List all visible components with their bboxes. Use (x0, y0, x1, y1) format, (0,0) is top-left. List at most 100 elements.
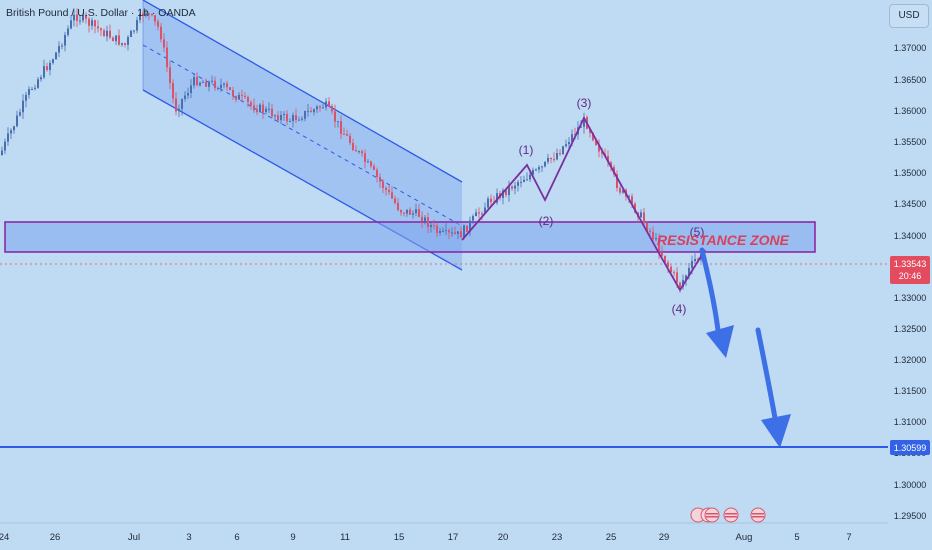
candle-body (658, 237, 660, 253)
descending-channel-fill (143, 0, 462, 270)
price-tick-label: 1.35500 (894, 137, 927, 147)
candle-body (253, 105, 255, 111)
symbol-title[interactable]: British Pound / U.S. Dollar · 1h · OANDA (6, 7, 196, 19)
candle-body (193, 77, 195, 86)
candle-body (634, 203, 636, 213)
candle-body (223, 83, 225, 85)
candle-body (73, 14, 75, 21)
candle-body (676, 272, 678, 283)
candle-body (472, 216, 474, 221)
candle-body (526, 179, 528, 181)
candle-body (643, 212, 645, 223)
time-tick-label: 7 (846, 532, 851, 543)
channel-upper-line[interactable] (142, 0, 463, 183)
price-tick-label: 1.36000 (894, 106, 927, 116)
candle-body (664, 255, 666, 263)
us-flag-icon[interactable] (704, 507, 720, 523)
current-price-value: 1.33543 (894, 259, 927, 269)
candle-body (574, 134, 576, 136)
candle-body (514, 185, 516, 189)
down-arrow-1[interactable] (699, 247, 734, 358)
candle-body (100, 28, 102, 31)
time-tick-label: 26 (50, 532, 61, 543)
candle-body (508, 186, 510, 195)
candle-body (679, 282, 681, 287)
candle-body (16, 115, 18, 127)
candle-body (304, 111, 306, 119)
resistance-zone-box[interactable] (4, 221, 816, 253)
candle-body (382, 181, 384, 188)
candle-body (589, 128, 591, 133)
candle-body (442, 230, 444, 232)
candle-body (502, 190, 504, 198)
candle-body (49, 63, 51, 71)
candle-body (217, 87, 219, 89)
time-tick-label: 23 (552, 532, 563, 543)
down-arrow-2[interactable] (755, 327, 791, 448)
candle-body (130, 30, 132, 38)
candle-body (385, 187, 387, 191)
time-tick-label: Aug (736, 532, 753, 543)
candle-body (607, 155, 609, 163)
candle-body (205, 81, 207, 87)
candle-body (511, 186, 513, 189)
candle-body (241, 94, 243, 96)
price-tick-label: 1.33000 (894, 293, 927, 303)
candle-body (274, 115, 276, 117)
candle-body (529, 174, 531, 180)
candle-body (655, 237, 657, 240)
candle-body (673, 272, 675, 274)
candle-body (7, 133, 9, 142)
time-axis-ticks: 24 26 Jul 3 6 9 11 15 17 20 23 25 29 Aug 5 7 (0, 532, 852, 543)
candle-body (364, 153, 366, 162)
candle-body (451, 232, 453, 234)
candle-body (661, 252, 663, 256)
elliott-wave-path[interactable] (461, 116, 706, 292)
candle-body (10, 130, 12, 134)
candle-body (649, 230, 651, 232)
candle-body (388, 190, 390, 193)
candle-body (319, 106, 321, 108)
us-flag-icon[interactable] (750, 507, 766, 523)
candle-body (277, 115, 279, 121)
candle-body (52, 59, 54, 64)
price-tick-label: 1.32000 (894, 355, 927, 365)
target-price-badge[interactable]: 1.30599 (890, 440, 930, 455)
candle-body (235, 96, 237, 100)
candle-body (394, 198, 396, 203)
current-price-badge[interactable]: 1.33543 20:46 (890, 256, 930, 284)
candle-body (148, 13, 150, 15)
candle-body (547, 157, 549, 162)
candle-body (418, 209, 420, 217)
price-tick-label: 1.31500 (894, 386, 927, 396)
candle-body (256, 110, 258, 113)
candle-body (358, 151, 360, 153)
candle-body (475, 212, 477, 217)
candle-body (646, 222, 648, 231)
candle-body (346, 134, 348, 136)
candle-body (178, 108, 180, 112)
candle-body (601, 151, 603, 154)
candle-body (478, 212, 480, 214)
wave-label-5: (5) (690, 225, 705, 239)
candle-body (670, 266, 672, 273)
wave-label-1: (1) (519, 143, 534, 157)
candle-body (424, 217, 426, 222)
candle-body (457, 231, 459, 234)
candle-body (505, 190, 507, 195)
candle-body (463, 225, 465, 238)
candle-body (271, 108, 273, 117)
candle-body (583, 117, 585, 127)
currency-button[interactable]: USD (889, 4, 929, 28)
candle-body (64, 34, 66, 46)
candle-body (196, 77, 198, 86)
candle-body (298, 119, 300, 121)
us-flag-icon[interactable] (723, 507, 739, 523)
candle-body (208, 81, 210, 87)
candle-body (400, 210, 402, 213)
candle-body (43, 66, 45, 78)
candle-body (124, 43, 126, 45)
candle-body (523, 179, 525, 183)
candle-body (376, 169, 378, 177)
